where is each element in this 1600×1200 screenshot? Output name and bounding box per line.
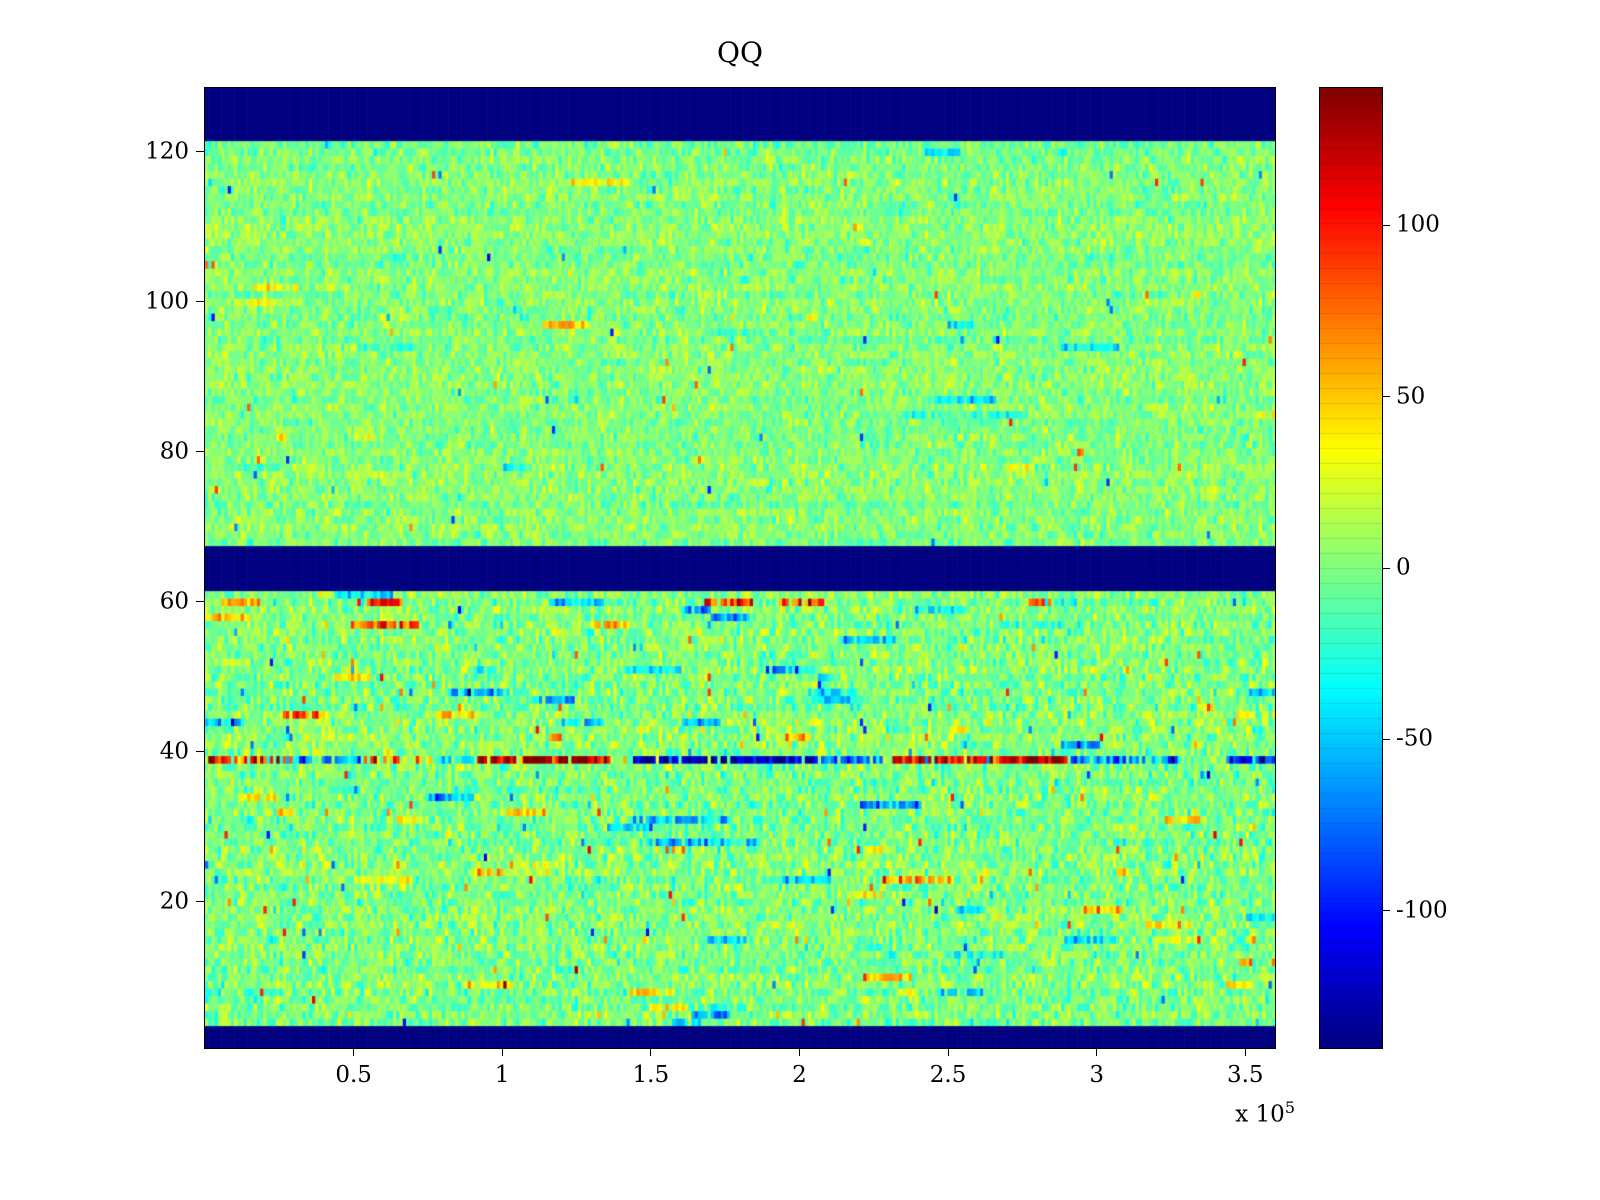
colorbar-tick-label: 100 [1396,211,1440,238]
y-tick-label: 100 [145,288,189,315]
x-tick-label: 1 [494,1062,510,1088]
x-tick-mark [501,1048,503,1056]
y-tick-label: 80 [159,438,189,465]
y-tick-mark [196,451,204,453]
y-tick-mark [196,301,204,303]
x-tick-label: 2.5 [929,1062,967,1088]
heatmap-plot [204,87,1276,1049]
x-axis-exponent: x 105 [1235,1098,1295,1128]
colorbar-tick-mark [1383,567,1390,569]
y-tick-label: 120 [145,138,189,165]
x-tick-mark [798,1048,800,1056]
y-tick-label: 20 [159,888,189,915]
colorbar-tick-label: -50 [1396,725,1434,752]
x-tick-label: 1.5 [632,1062,670,1088]
x-tick-mark [1244,1048,1246,1056]
colorbar-tick-mark [1383,738,1390,740]
colorbar-gradient [1320,88,1382,1048]
plot-title: QQ [717,36,763,69]
y-tick-mark [196,901,204,903]
colorbar-tick-mark [1383,396,1390,398]
x-tick-label: 2 [792,1062,807,1088]
x-tick-mark [650,1048,652,1056]
y-tick-label: 40 [159,738,189,765]
colorbar-tick-label: -100 [1396,897,1448,924]
x-tick-mark [947,1048,949,1056]
y-tick-mark [196,601,204,603]
heatmap-image [205,88,1275,1048]
colorbar-tick-mark [1383,224,1390,226]
x-tick-mark [353,1048,355,1056]
x-axis-exponent-power: 5 [1284,1098,1295,1117]
y-tick-label: 60 [159,588,189,615]
colorbar [1319,87,1383,1049]
colorbar-tick-mark [1383,910,1390,912]
x-axis-exponent-base: x 10 [1235,1101,1285,1128]
x-tick-label: 3.5 [1226,1062,1264,1088]
x-tick-label: 0.5 [335,1062,372,1088]
colorbar-tick-label: 50 [1396,383,1426,410]
x-tick-mark [1096,1048,1098,1056]
y-tick-mark [196,151,204,153]
y-tick-mark [196,751,204,753]
colorbar-tick-label: 0 [1396,554,1411,581]
x-tick-label: 3 [1089,1062,1104,1088]
